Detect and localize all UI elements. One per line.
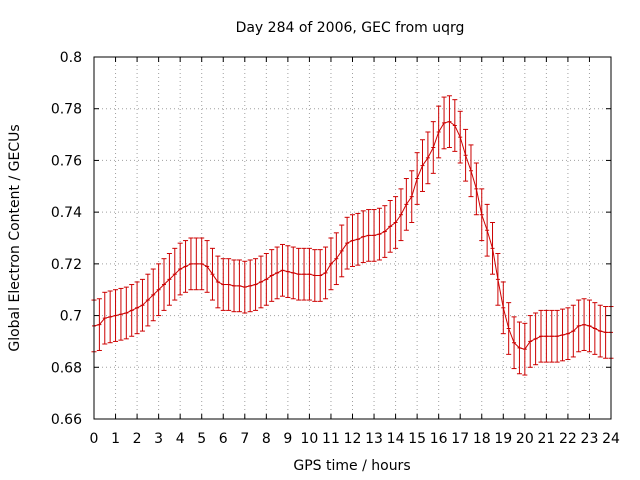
x-tick-label: 10	[301, 431, 319, 447]
y-tick-labels: 0.66 0.68 0.7 0.72 0.74 0.76 0.78 0.8	[51, 50, 82, 428]
x-tick-label: 11	[322, 431, 340, 447]
x-tick-label: 17	[451, 431, 469, 447]
y-tick-label: 0.72	[51, 257, 82, 273]
gec-series	[91, 95, 614, 376]
x-tick-label: 12	[344, 431, 362, 447]
x-tick-label: 8	[262, 431, 271, 447]
x-tick-label: 20	[516, 431, 534, 447]
x-tick-label: 5	[197, 431, 206, 447]
x-tick-label: 24	[602, 431, 620, 447]
x-tick-label: 1	[111, 431, 120, 447]
x-tick-label: 15	[408, 431, 426, 447]
y-tick-label: 0.8	[60, 50, 82, 66]
x-axis-label: GPS time / hours	[293, 458, 410, 474]
x-tick-label: 16	[430, 431, 448, 447]
x-tick-label: 19	[494, 431, 512, 447]
x-tick-label: 4	[176, 431, 185, 447]
x-tick-label: 14	[387, 431, 405, 447]
y-axis-label: Global Electron Content / GECUs	[7, 124, 23, 351]
plot-frame	[93, 56, 612, 420]
y-tick-label: 0.74	[51, 205, 82, 221]
chart-title: Day 284 of 2006, GEC from uqrg	[236, 20, 465, 36]
x-tick-label: 13	[365, 431, 383, 447]
x-tick-label: 18	[473, 431, 491, 447]
y-tick-label: 0.7	[60, 309, 82, 325]
x-tick-label: 23	[581, 431, 599, 447]
y-tick-label: 0.76	[51, 153, 82, 169]
x-tick-label: 21	[537, 431, 555, 447]
x-tick-label: 2	[133, 431, 142, 447]
x-tick-label: 6	[219, 431, 228, 447]
x-tick-label: 9	[283, 431, 292, 447]
axis-ticks	[93, 56, 612, 420]
x-tick-label: 7	[240, 431, 249, 447]
y-tick-label: 0.66	[51, 412, 82, 428]
y-tick-label: 0.68	[51, 360, 82, 376]
x-tick-label: 3	[154, 431, 163, 447]
x-tick-label: 0	[90, 431, 99, 447]
x-tick-label: 22	[559, 431, 577, 447]
y-tick-label: 0.78	[51, 102, 82, 118]
x-tick-labels: 0 1 2 3 4 5 6 7 8 9 10 11 12 13 14 15 16 17 18 19 20 21 22 23 24	[90, 431, 620, 447]
